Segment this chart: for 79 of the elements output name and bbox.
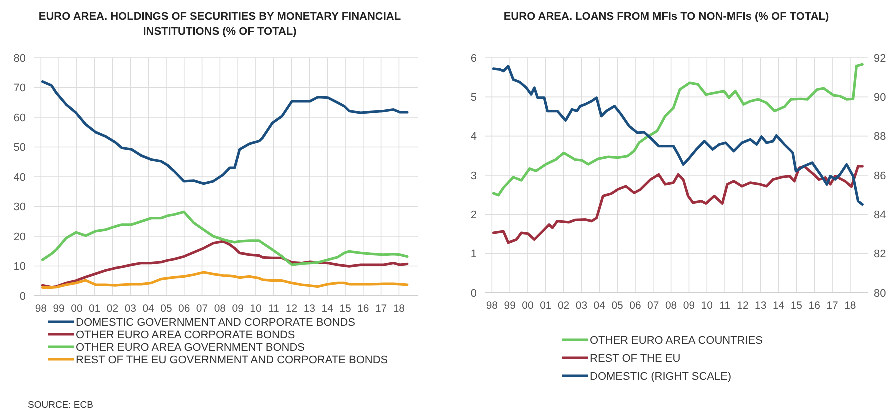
y2-tick-label: 88 bbox=[874, 131, 886, 144]
legend-label: OTHER EURO AREA COUNTRIES bbox=[590, 334, 763, 347]
y-tick-label: 10 bbox=[14, 261, 26, 274]
x-tick-label: 18 bbox=[844, 300, 856, 312]
x-tick-label: 13 bbox=[755, 300, 767, 312]
x-tick-label: 17 bbox=[826, 300, 839, 312]
y-tick-label: 2 bbox=[470, 210, 477, 222]
line-series bbox=[41, 210, 409, 266]
x-tick-label: 07 bbox=[648, 300, 660, 312]
chart-title: EURO AREA. HOLDINGS OF SECURITIES BY MONETARY FINANCIAL INSTITUTIONS (% OF TOTAL) bbox=[38, 11, 402, 38]
y2-tick-label: 80 bbox=[874, 288, 886, 300]
y2-tick-label: 90 bbox=[874, 92, 886, 104]
x-tick-label: 14 bbox=[772, 300, 785, 312]
y-tick-label: 70 bbox=[14, 82, 26, 95]
x-tick-label: 03 bbox=[576, 300, 588, 312]
y-tick-label: 30 bbox=[14, 202, 26, 214]
y2-tick-label: 86 bbox=[874, 170, 886, 182]
x-tick-label: 12 bbox=[737, 300, 749, 312]
x-tick-label: 15 bbox=[340, 303, 352, 315]
y-tick-label: 1 bbox=[470, 248, 477, 261]
x-tick-label: 02 bbox=[106, 303, 119, 315]
x-tick-label: 11 bbox=[268, 303, 280, 315]
y-tick-label: 50 bbox=[14, 142, 26, 154]
chart-title: EURO AREA. LOANS FROM MFIs TO NON-MFIs (% OF TOTAL) bbox=[504, 11, 830, 23]
y-tick-label: 60 bbox=[14, 112, 26, 124]
x-tick-label: 02 bbox=[558, 300, 570, 312]
y-tick-label: 0 bbox=[470, 288, 477, 300]
x-tick-label: 05 bbox=[160, 303, 172, 315]
x-tick-label: 99 bbox=[504, 300, 516, 312]
x-tick-label: 16 bbox=[808, 300, 821, 312]
x-tick-label: 00 bbox=[71, 303, 83, 315]
x-tick-label: 09 bbox=[232, 303, 244, 315]
x-tick-label: 10 bbox=[701, 300, 714, 312]
line-series bbox=[492, 165, 864, 244]
x-tick-label: 16 bbox=[358, 303, 370, 315]
y-tick-label: 6 bbox=[470, 52, 477, 65]
x-tick-label: 15 bbox=[790, 300, 803, 312]
x-tick-label: 99 bbox=[53, 303, 66, 315]
x-tick-label: 17 bbox=[375, 303, 388, 315]
x-tick-label: 08 bbox=[665, 300, 678, 312]
y-tick-label: 5 bbox=[470, 92, 477, 104]
x-tick-label: 04 bbox=[142, 303, 155, 315]
x-tick-label: 09 bbox=[683, 300, 696, 312]
y2-tick-label: 92 bbox=[874, 52, 886, 65]
x-tick-label: 14 bbox=[322, 303, 334, 315]
source-note: SOURCE: ECB bbox=[28, 400, 94, 411]
x-tick-label: 00 bbox=[522, 300, 534, 312]
x-tick-label: 04 bbox=[594, 300, 606, 312]
legend-label: OTHER EURO AREA CORPORATE BONDS bbox=[76, 329, 296, 342]
y-tick-label: 4 bbox=[470, 131, 477, 144]
x-tick-label: 18 bbox=[393, 303, 406, 315]
legend-label: REST OF THE EU bbox=[590, 352, 681, 365]
line-series bbox=[41, 271, 409, 289]
x-tick-label: 03 bbox=[124, 303, 137, 315]
x-tick-label: 10 bbox=[250, 303, 262, 315]
legend-label: DOMESTIC (RIGHT SCALE) bbox=[590, 370, 732, 383]
x-tick-label: 98 bbox=[35, 303, 48, 315]
legend-label: OTHER EURO AREA GOVERNMENT BONDS bbox=[76, 342, 306, 354]
x-tick-label: 08 bbox=[214, 303, 226, 315]
x-tick-label: 01 bbox=[89, 303, 101, 315]
y-tick-label: 80 bbox=[14, 52, 26, 65]
y-tick-label: 3 bbox=[470, 170, 477, 182]
legend-label: DOMESTIC GOVERNMENT AND CORPORATE BONDS bbox=[76, 316, 356, 329]
x-tick-label: 12 bbox=[286, 303, 298, 315]
x-tick-label: 11 bbox=[720, 300, 731, 312]
x-tick-label: 05 bbox=[612, 300, 624, 312]
x-tick-label: 06 bbox=[630, 300, 642, 312]
y-tick-label: 20 bbox=[14, 231, 26, 244]
y-tick-label: 0 bbox=[20, 290, 26, 303]
line-series bbox=[41, 80, 409, 186]
y-tick-label: 40 bbox=[14, 172, 26, 184]
x-tick-label: 07 bbox=[196, 303, 208, 315]
x-tick-label: 06 bbox=[178, 303, 190, 315]
x-tick-label: 98 bbox=[486, 300, 498, 312]
y2-tick-label: 84 bbox=[874, 210, 886, 222]
x-tick-label: 13 bbox=[304, 303, 316, 315]
y2-tick-label: 82 bbox=[874, 248, 886, 261]
x-tick-label: 01 bbox=[540, 300, 552, 312]
legend-label: REST OF THE EU GOVERNMENT AND CORPORATE BONDS bbox=[76, 354, 388, 366]
